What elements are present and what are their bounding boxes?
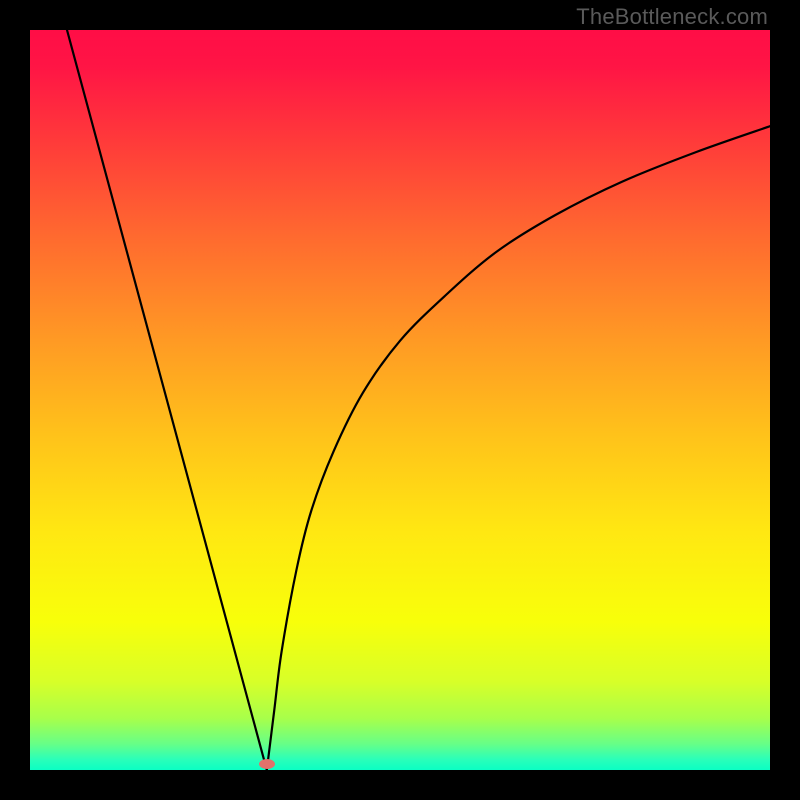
bottleneck-curve [30, 30, 770, 770]
minimum-marker [259, 759, 275, 769]
chart-root: TheBottleneck.com [0, 0, 800, 800]
plot-area [30, 30, 770, 770]
watermark-text: TheBottleneck.com [576, 4, 768, 30]
